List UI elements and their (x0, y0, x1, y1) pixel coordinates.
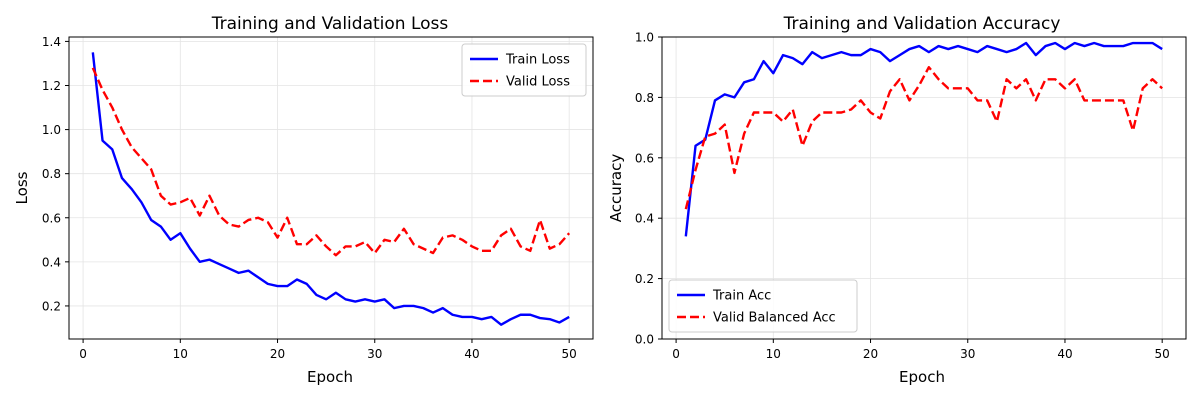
loss-axes-frame (68, 36, 594, 340)
loss-x-tick-label: 50 (562, 347, 577, 361)
accuracy-y-tick-label: 1.0 (635, 31, 654, 45)
accuracy-y-tick-label: 0.0 (635, 333, 654, 347)
accuracy-series-line-valid (684, 65, 1163, 210)
loss-series-line-valid (91, 67, 571, 257)
loss-chart: Training and Validation Loss Epoch Loss … (13, 14, 594, 386)
loss-legend-box (461, 43, 587, 97)
loss-y-tick-label: 1.2 (42, 79, 61, 93)
accuracy-y-tick-label: 0.6 (635, 151, 654, 165)
loss-y-tick-label: 0.2 (42, 299, 61, 313)
loss-x-tick-label: 10 (173, 347, 188, 361)
accuracy-legend-box (668, 279, 858, 333)
accuracy-legend-label: Valid Balanced Acc (713, 311, 836, 326)
accuracy-series-line-train (684, 41, 1163, 237)
loss-x-axis-label: Epoch (307, 368, 353, 386)
loss-y-tick-label: 0.4 (42, 255, 61, 269)
loss-x-tick-label: 30 (367, 347, 382, 361)
accuracy-x-tick-label: 40 (1057, 347, 1072, 361)
accuracy-x-tick-label: 50 (1155, 347, 1170, 361)
accuracy-x-tick-label: 20 (863, 347, 878, 361)
accuracy-y-tick-label: 0.8 (635, 91, 654, 105)
accuracy-y-tick-label: 0.2 (635, 272, 654, 286)
loss-legend-label: Valid Loss (506, 75, 570, 90)
loss-y-tick-label: 0.6 (42, 211, 61, 225)
loss-y-tick-label: 1.0 (42, 123, 61, 137)
accuracy-axes-frame (661, 36, 1187, 340)
loss-y-tick-label: 0.8 (42, 167, 61, 181)
loss-legend: Train Loss Valid Loss (461, 43, 587, 97)
accuracy-x-axis-label: Epoch (899, 368, 945, 386)
accuracy-legend: Train Acc Valid Balanced Acc (668, 279, 858, 333)
loss-y-tick-label: 1.4 (42, 35, 61, 49)
loss-series-line-train (91, 52, 570, 326)
accuracy-chart: Training and Validation Accuracy Epoch A… (607, 14, 1187, 386)
loss-x-tick-label: 40 (464, 347, 479, 361)
loss-y-axis-label: Loss (13, 171, 31, 204)
loss-legend-label: Train Loss (505, 53, 570, 68)
loss-x-tick-label: 0 (79, 347, 87, 361)
accuracy-chart-title: Training and Validation Accuracy (783, 14, 1061, 34)
accuracy-y-axis-label: Accuracy (607, 154, 625, 223)
loss-chart-title: Training and Validation Loss (211, 14, 449, 34)
accuracy-x-tick-label: 30 (960, 347, 975, 361)
accuracy-legend-label: Train Acc (712, 289, 771, 304)
accuracy-x-tick-label: 10 (766, 347, 781, 361)
accuracy-y-tick-label: 0.4 (635, 212, 654, 226)
loss-x-tick-label: 20 (270, 347, 285, 361)
accuracy-x-tick-label: 0 (672, 347, 680, 361)
